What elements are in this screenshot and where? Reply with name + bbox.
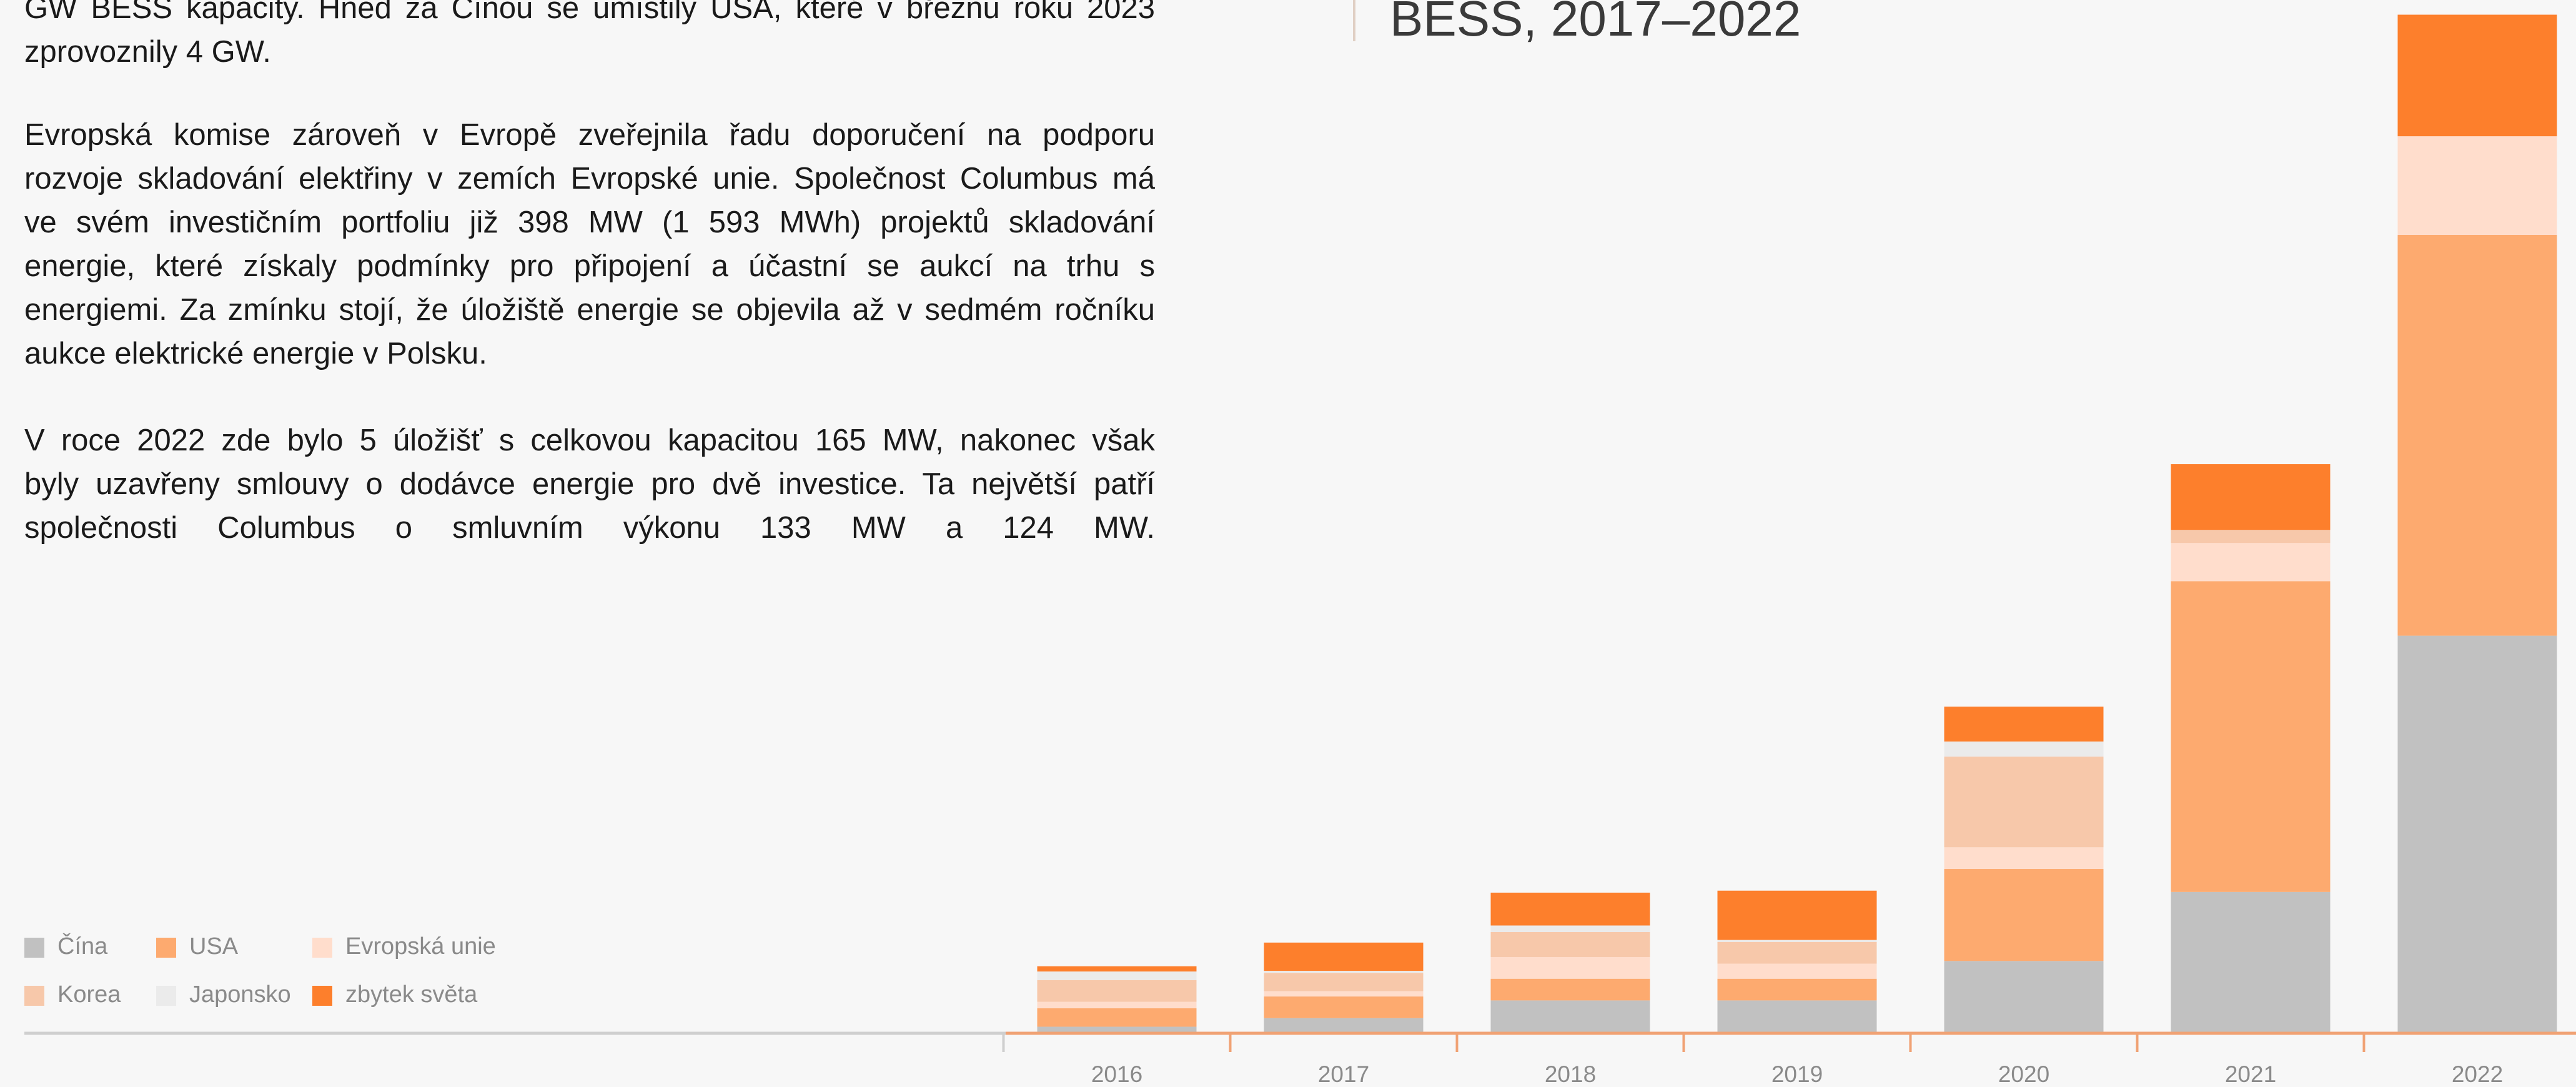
bar-segment: [1264, 942, 1424, 971]
text-line: rozvoje skladování elektřiny v zemích Ev…: [24, 162, 1155, 196]
bar-segment: [1717, 1000, 1877, 1033]
legend-swatch: [312, 938, 332, 958]
bar-segment: [1717, 890, 1877, 940]
bar-segment: [2171, 543, 2331, 582]
text-line: ve svém investičním portfoliu již 398 MW…: [24, 206, 1155, 239]
x-tick-label: 2020: [1998, 1061, 2049, 1087]
bar-segment: [1944, 707, 2104, 742]
bar-segment: [1264, 1018, 1424, 1033]
bar-segment: [1944, 757, 2104, 848]
legend-label: Korea: [57, 981, 121, 1008]
legend-swatch: [312, 986, 332, 1006]
legend-label: USA: [189, 933, 239, 960]
paragraph: GW BESS kapacity. Hned za Čínou se umíst…: [24, 0, 1155, 74]
x-tick-label: 2019: [1771, 1061, 1823, 1087]
bar-segment: [1490, 932, 1650, 957]
legend-label: zbytek světa: [345, 981, 478, 1008]
bar-segment: [1944, 847, 2104, 870]
bar-segment: [2397, 234, 2557, 636]
text-line: aukce elektrické energie v Polsku.: [24, 337, 487, 370]
x-tick-label: 2022: [2452, 1061, 2503, 1087]
bar-segment: [1264, 973, 1424, 991]
bar-segment: [1717, 963, 1877, 979]
paragraph: Evropská komise zároveň v Evropě zveřejn…: [24, 113, 1155, 375]
bar-segment: [1490, 1000, 1650, 1033]
bar-segment: [1037, 971, 1197, 980]
text-line: byly uzavřeny smlouvy o dodávce energie …: [24, 467, 1155, 501]
bar-segment: [1264, 991, 1424, 997]
x-tick-label: 2017: [1318, 1061, 1369, 1087]
bar-segment: [1037, 980, 1197, 1002]
legend-label: Čína: [57, 932, 108, 960]
bar-segment: [1264, 971, 1424, 973]
legend-swatch: [156, 986, 176, 1006]
x-tick-label: 2018: [1545, 1061, 1596, 1087]
bar-segment: [1490, 956, 1650, 979]
bar-segment: [1944, 741, 2104, 757]
paragraph: V roce 2022 zde bylo 5 úložišť s celkovo…: [24, 419, 1155, 550]
legend-swatch: [24, 986, 44, 1006]
text-line: GW BESS kapacity. Hned za Čínou se umíst…: [24, 0, 1155, 25]
bar-segment: [1037, 1008, 1197, 1027]
bar-segment: [2171, 530, 2331, 544]
text-line: zprovoznily 4 GW.: [24, 35, 271, 69]
bar-segment: [1037, 1001, 1197, 1009]
chart-title: BESS, 2017–2022: [1390, 0, 1801, 46]
bar-segment: [2171, 464, 2331, 530]
bar-segment: [2171, 581, 2331, 892]
x-tick-label: 2016: [1091, 1061, 1142, 1087]
bar-segment: [1717, 941, 1877, 964]
x-tick-label: 2021: [2225, 1061, 2276, 1087]
legend-swatch: [24, 938, 44, 958]
bar-segment: [1037, 1026, 1197, 1033]
legend-label: Japonsko: [189, 981, 291, 1008]
bar-segment: [1717, 940, 1877, 942]
bar-segment: [1490, 892, 1650, 926]
text-line: Evropská komise zároveň v Evropě zveřejn…: [24, 118, 1155, 152]
bar-segment: [2397, 635, 2557, 1033]
text-line: společnosti Columbus o smluvním výkonu 1…: [24, 511, 1155, 545]
bar-segment: [1490, 925, 1650, 933]
text-line: V roce 2022 zde bylo 5 úložišť s celkovo…: [24, 424, 1155, 457]
text-line: energie, které získaly podmínky pro přip…: [24, 249, 1155, 283]
legend-label: Evropská unie: [345, 933, 496, 960]
legend-swatch: [156, 938, 176, 958]
bar-segment: [1944, 869, 2104, 961]
bar-segment: [2397, 136, 2557, 235]
bar-segment: [1264, 996, 1424, 1018]
bar-segment: [1037, 966, 1197, 972]
bar-segment: [2171, 891, 2331, 1033]
text-line: energiemi. Za zmínku stojí, že úložiště …: [24, 293, 1155, 327]
bar-segment: [1717, 978, 1877, 1001]
bar-segment: [1490, 978, 1650, 1001]
bar-segment: [1944, 961, 2104, 1033]
bar-segment: [2397, 14, 2557, 137]
